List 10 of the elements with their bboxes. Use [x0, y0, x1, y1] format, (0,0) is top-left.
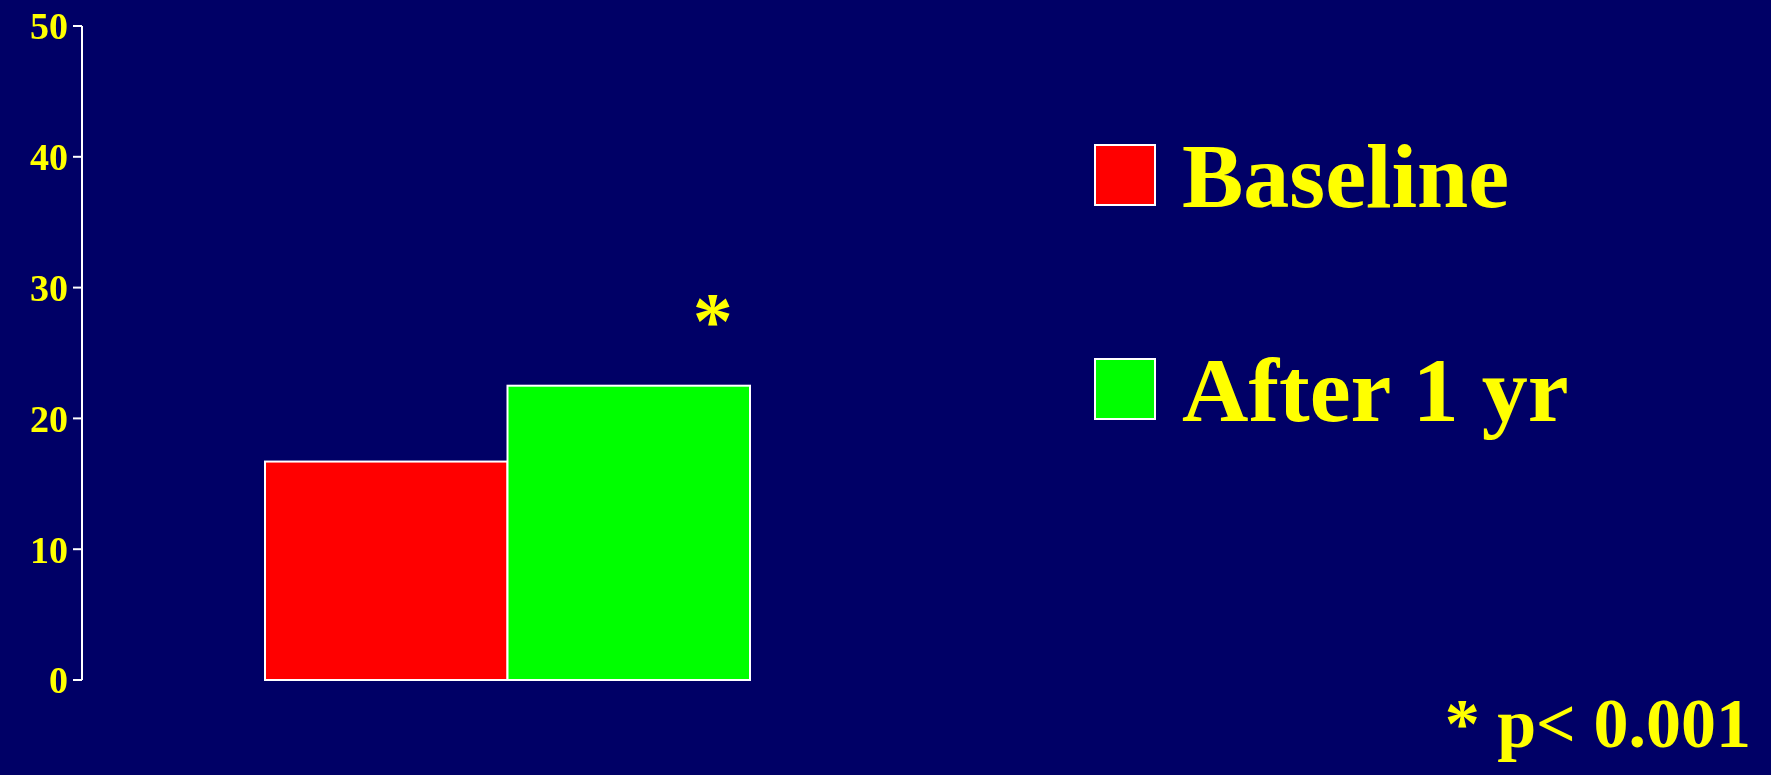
- legend-label: Baseline: [1182, 125, 1510, 228]
- y-tick-label: 10: [30, 528, 68, 571]
- y-tick-label: 20: [30, 397, 68, 440]
- y-tick-label: 50: [30, 5, 68, 48]
- y-tick-label: 0: [49, 659, 68, 702]
- text: * p< 0.001: [1444, 685, 1751, 762]
- legend-label: After 1 yr: [1182, 339, 1569, 442]
- y-tick-label: 40: [30, 136, 68, 179]
- annotation: *: [692, 276, 733, 365]
- y-tick-label: 30: [30, 266, 68, 309]
